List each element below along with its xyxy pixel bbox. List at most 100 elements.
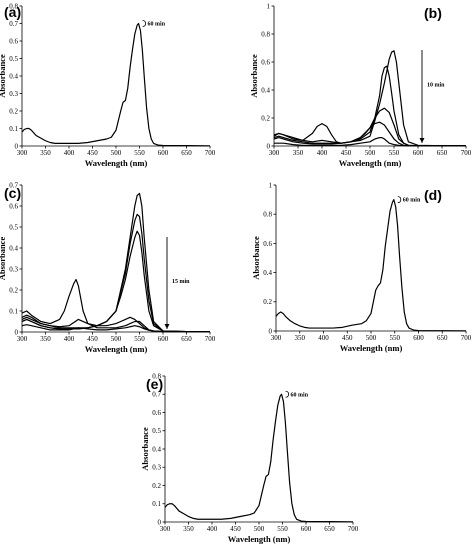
x-axis-label: Wavelength (nm)	[85, 158, 148, 168]
x-tick-label: 400	[317, 149, 328, 157]
spectrum-line-6	[21, 324, 210, 333]
y-tick-label: 0.8	[152, 372, 161, 380]
chart-panel-2: 300 350 400 450 500 550 600 650 700 0 0.2 0.4 0.6 0.8…	[249, 2, 472, 168]
y-tick-label: 0.3	[152, 464, 161, 472]
x-tick-label: 300	[269, 149, 280, 157]
spectrum-line-4	[273, 121, 466, 147]
y-tick-label: 0.4	[261, 86, 270, 94]
x-tick-label: 450	[341, 149, 352, 157]
x-tick-label: 400	[318, 334, 329, 342]
spectrum-line-1	[273, 50, 466, 147]
spectrum-line-1	[21, 22, 211, 147]
spectrum-line-4	[21, 278, 210, 333]
y-tick-label: 0.4	[152, 445, 161, 453]
x-tick-label: 600	[301, 525, 312, 533]
y-tick-label: 0.2	[261, 114, 270, 122]
x-tick-label: 350	[40, 335, 51, 343]
y-tick-label: 0	[267, 142, 271, 150]
y-tick-label: 0.2	[9, 107, 18, 115]
spectrum-line-2	[21, 213, 210, 333]
spectrum-line-5	[274, 137, 466, 147]
x-tick-label: 650	[324, 525, 335, 533]
x-axis-label: Wavelength (nm)	[228, 534, 291, 544]
y-tick-label: 0.6	[9, 37, 18, 45]
arrow-head	[164, 324, 170, 329]
y-axis-label: Absorbance	[249, 54, 259, 98]
spectrum-line-2	[273, 65, 466, 147]
y-tick-label: 1	[267, 2, 271, 10]
y-tick-label: 0	[158, 518, 162, 526]
bracket-mark	[142, 20, 146, 27]
x-tick-label: 500	[111, 335, 122, 343]
x-tick-label: 700	[205, 149, 216, 157]
y-tick-label: 0.4	[9, 72, 18, 80]
y-tick-label: 1	[269, 181, 273, 189]
panel-label: (d)	[424, 187, 442, 203]
y-tick-label: 0.3	[9, 90, 18, 98]
y-tick-label: 0.7	[9, 181, 18, 189]
chart-panel-3: 300 350 400 450 500 550 600 650 700 0 0.1 0.2 0.3 0.4…	[0, 181, 216, 354]
x-tick-label: 350	[183, 525, 194, 533]
x-axis-label: Wavelength (nm)	[85, 344, 148, 354]
y-tick-label: 0.3	[9, 265, 18, 273]
x-tick-label: 650	[437, 149, 448, 157]
x-tick-label: 650	[437, 334, 448, 342]
y-tick-label: 0.4	[263, 269, 272, 277]
x-tick-label: 450	[342, 334, 353, 342]
y-axis-label: Absorbance	[0, 54, 7, 98]
time-annotation: 15 min	[172, 279, 190, 285]
x-tick-label: 450	[87, 149, 98, 157]
y-tick-label: 0.7	[152, 391, 161, 399]
x-tick-label: 500	[111, 149, 122, 157]
y-tick-label: 0.8	[263, 211, 272, 219]
arrow-head	[419, 138, 425, 143]
x-tick-label: 700	[461, 149, 472, 157]
y-tick-label: 0.6	[261, 58, 270, 66]
x-tick-label: 350	[293, 149, 304, 157]
x-tick-label: 600	[158, 335, 169, 343]
y-tick-label: 0	[269, 327, 273, 335]
y-tick-label: 0.1	[9, 125, 18, 133]
spectrum-line-1	[164, 393, 354, 523]
panel-label: (a)	[4, 4, 21, 20]
x-tick-label: 450	[87, 335, 98, 343]
x-axis-label: Wavelength (nm)	[339, 158, 402, 168]
x-tick-label: 300	[17, 335, 28, 343]
x-tick-label: 500	[365, 149, 376, 157]
y-tick-label: 0.5	[9, 223, 18, 231]
time-annotation: 60 min	[148, 22, 166, 28]
time-annotation: 60 min	[291, 392, 309, 398]
y-tick-label: 0.2	[9, 286, 18, 294]
y-tick-label: 0.2	[263, 298, 272, 306]
y-tick-label: 0.4	[9, 244, 18, 252]
y-axis-label: Absorbance	[140, 427, 150, 471]
chart-panel-5: 300 350 400 450 500 550 600 650 700 0 0.1 0.2 0.3 0.4…	[140, 372, 359, 544]
x-tick-label: 600	[413, 334, 424, 342]
time-annotation: 10 min	[427, 83, 445, 89]
x-tick-label: 400	[207, 525, 218, 533]
x-tick-label: 550	[390, 334, 401, 342]
spectrum-line-1	[275, 199, 467, 332]
x-tick-label: 550	[389, 149, 400, 157]
x-tick-label: 700	[461, 334, 472, 342]
y-axis-label: Absorbance	[251, 236, 261, 280]
x-tick-label: 550	[134, 335, 145, 343]
x-tick-label: 600	[413, 149, 424, 157]
x-tick-label: 400	[64, 149, 75, 157]
y-tick-label: 0.8	[9, 2, 18, 10]
panel-label: (e)	[146, 376, 163, 392]
x-tick-label: 500	[254, 525, 265, 533]
x-tick-label: 400	[64, 335, 75, 343]
x-tick-label: 650	[181, 149, 192, 157]
bracket-mark	[397, 196, 402, 203]
x-tick-label: 300	[271, 334, 282, 342]
y-tick-label: 0	[15, 142, 19, 150]
y-tick-label: 0	[15, 328, 19, 336]
x-tick-label: 550	[134, 149, 145, 157]
y-tick-label: 0.6	[263, 240, 272, 248]
x-tick-label: 500	[366, 334, 377, 342]
x-tick-label: 700	[348, 525, 359, 533]
x-tick-label: 350	[295, 334, 306, 342]
bracket-mark	[285, 390, 289, 398]
